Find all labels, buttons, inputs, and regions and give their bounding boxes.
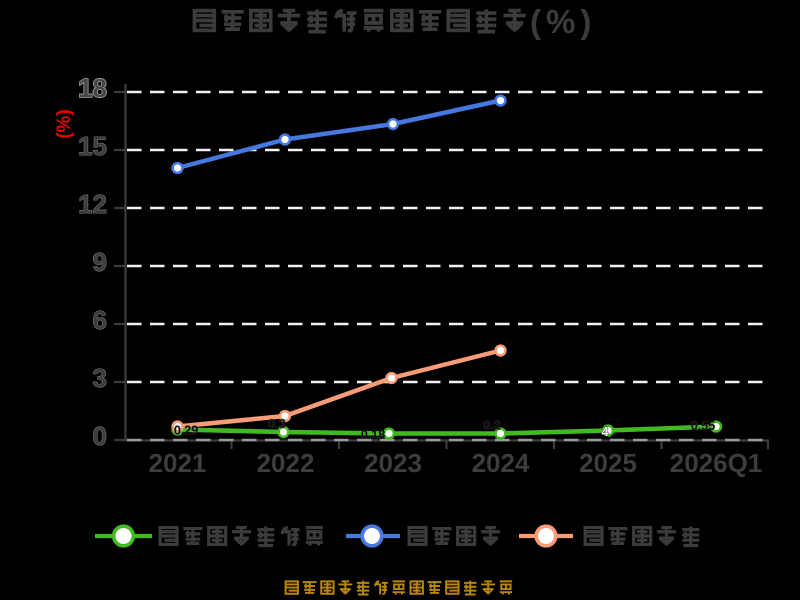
svg-text:0.2: 0.2	[483, 419, 500, 433]
svg-text:3: 3	[93, 363, 107, 393]
svg-text:12: 12	[78, 189, 107, 219]
svg-text:4: 4	[601, 424, 609, 439]
svg-text:0: 0	[93, 421, 107, 451]
svg-text:2022: 2022	[257, 448, 315, 478]
svg-text:6: 6	[93, 305, 107, 335]
svg-text:0.3: 0.3	[268, 417, 285, 431]
svg-text:(%): (%)	[530, 3, 596, 40]
svg-text:2026Q1: 2026Q1	[670, 448, 763, 478]
svg-text:2021: 2021	[149, 448, 207, 478]
svg-text:0.29: 0.29	[174, 424, 198, 438]
svg-text:18: 18	[78, 73, 107, 103]
svg-text:(%): (%)	[54, 109, 75, 139]
svg-text:9: 9	[93, 247, 107, 277]
svg-text:2025: 2025	[579, 448, 637, 478]
svg-text:2024: 2024	[472, 448, 530, 478]
svg-text:0.55: 0.55	[691, 419, 715, 433]
svg-text:0.18: 0.18	[361, 428, 385, 442]
svg-text:2023: 2023	[364, 448, 422, 478]
svg-text:15: 15	[78, 131, 107, 161]
